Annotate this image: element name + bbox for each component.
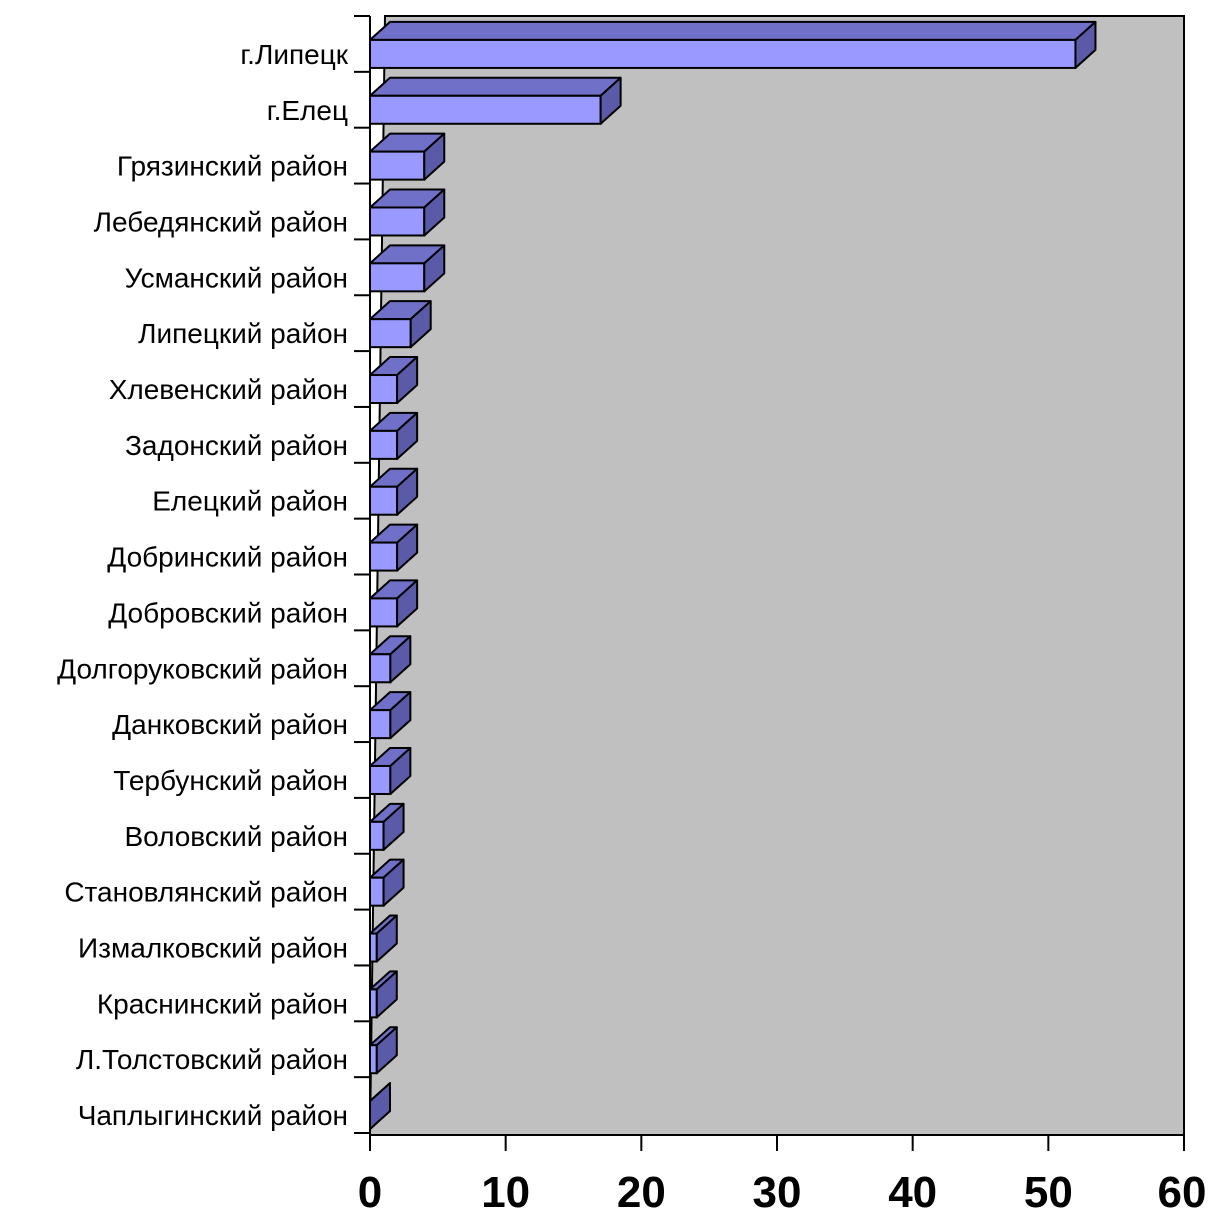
bar bbox=[369, 858, 405, 907]
bar-front-face bbox=[369, 709, 392, 740]
bar-front-face bbox=[369, 876, 385, 907]
bar-front-face bbox=[369, 374, 399, 405]
bar-front-face bbox=[369, 988, 378, 1019]
bar-side-face bbox=[375, 970, 398, 1019]
bar-front-face bbox=[369, 38, 1077, 69]
bar bbox=[369, 20, 1097, 69]
bar-front-face bbox=[369, 429, 399, 460]
x-tick-labels: 0 10 20 30 40 50 60 bbox=[358, 1168, 1207, 1214]
category-label: Липецкий район bbox=[138, 318, 348, 349]
bar bbox=[369, 411, 419, 460]
bar bbox=[369, 579, 419, 628]
category-label: Чаплыгинский район bbox=[78, 1100, 348, 1131]
bar-side-face bbox=[375, 1026, 398, 1075]
bar-front-face bbox=[369, 541, 399, 572]
bar-front-face bbox=[369, 820, 385, 851]
category-label: Измалковский район bbox=[78, 933, 348, 964]
category-label: Тербунский район bbox=[113, 765, 348, 796]
bar bbox=[369, 1026, 398, 1075]
category-label: Добровский район bbox=[108, 597, 348, 628]
bar-front-face bbox=[369, 764, 392, 795]
bar-top-face bbox=[369, 76, 622, 97]
bar-side-face bbox=[375, 914, 398, 963]
category-label: Лебедянский район bbox=[94, 206, 348, 237]
bar-side-face bbox=[409, 300, 432, 349]
x-tick-label: 50 bbox=[1024, 1168, 1073, 1214]
bar-side-face bbox=[396, 523, 419, 572]
category-label: Усманский район bbox=[125, 262, 348, 293]
bar-side-face bbox=[389, 746, 412, 795]
bar bbox=[369, 691, 412, 740]
category-label: Краснинский район bbox=[97, 988, 348, 1019]
bar-front-face bbox=[369, 653, 392, 684]
bar bbox=[369, 132, 446, 181]
bar-front-face bbox=[369, 485, 399, 516]
bar bbox=[369, 244, 446, 293]
bar-side-face bbox=[423, 188, 446, 237]
bar bbox=[369, 300, 432, 349]
bar bbox=[369, 76, 622, 125]
bar-front-face bbox=[369, 94, 602, 125]
bar-side-face bbox=[396, 579, 419, 628]
bar-side-face bbox=[423, 244, 446, 293]
bars-group bbox=[369, 20, 1097, 1131]
category-labels: г.Липецк г.Елец Грязинский район Лебедянски… bbox=[57, 39, 349, 1131]
bar-front-face bbox=[369, 318, 412, 349]
category-label: Елецкий район bbox=[152, 486, 348, 517]
category-label: Становлянский район bbox=[64, 877, 348, 908]
bar bbox=[369, 802, 405, 851]
bar-side-face bbox=[396, 356, 419, 405]
category-label: Воловский район bbox=[124, 821, 348, 852]
category-label: Хлевенский район bbox=[109, 374, 348, 405]
plot-background bbox=[368, 15, 1185, 1136]
bar-side-face bbox=[382, 802, 405, 851]
x-tick-label: 40 bbox=[888, 1168, 937, 1214]
bar-top-face bbox=[369, 20, 1097, 41]
x-tick-label: 0 bbox=[358, 1168, 382, 1214]
bar-side-face bbox=[396, 411, 419, 460]
category-label: Долгоруковский район bbox=[57, 653, 348, 684]
bar-front-face bbox=[369, 150, 426, 181]
bar bbox=[369, 914, 398, 963]
bar-side-face bbox=[389, 691, 412, 740]
bar-front-face bbox=[369, 1044, 378, 1075]
bar-side-face bbox=[389, 635, 412, 684]
x-tick-label: 10 bbox=[481, 1168, 530, 1214]
bar bbox=[369, 188, 446, 237]
bar-side-face bbox=[396, 467, 419, 516]
bar-front-face bbox=[369, 932, 378, 963]
category-label: Задонский район bbox=[125, 430, 348, 461]
bar bbox=[369, 467, 419, 516]
bar bbox=[369, 970, 398, 1019]
axes-group bbox=[354, 15, 1185, 1151]
category-label: г.Елец bbox=[267, 95, 348, 126]
bar-front-face bbox=[369, 262, 426, 293]
x-tick-label: 20 bbox=[617, 1168, 666, 1214]
category-label: г.Липецк bbox=[240, 39, 348, 70]
bar-side-face bbox=[382, 858, 405, 907]
bar bbox=[369, 746, 412, 795]
category-label: Добринский район bbox=[107, 542, 348, 573]
bar-front-face bbox=[369, 206, 426, 237]
x-tick-label: 30 bbox=[753, 1168, 802, 1214]
bar bbox=[369, 356, 419, 405]
category-label: Л.Толстовский район bbox=[76, 1044, 348, 1075]
bar-side-face bbox=[423, 132, 446, 181]
category-label: Данковский район bbox=[112, 709, 348, 740]
bar-front-face bbox=[369, 597, 399, 628]
bar-side-face bbox=[1074, 20, 1097, 69]
bar-side-face bbox=[599, 76, 622, 125]
x-tick-label: 60 bbox=[1158, 1168, 1207, 1214]
category-label: Грязинский район bbox=[117, 151, 348, 182]
bar bbox=[369, 635, 412, 684]
